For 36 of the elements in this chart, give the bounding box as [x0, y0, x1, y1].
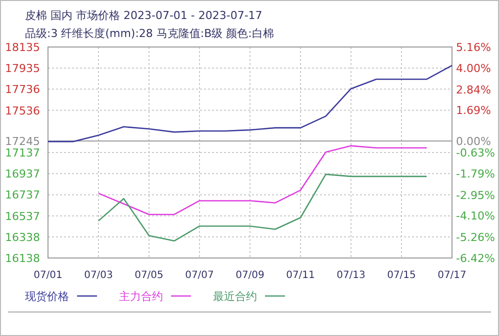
x-tick-label: 07/13 — [336, 270, 366, 281]
x-tick-label: 07/01 — [34, 270, 62, 281]
y2-tick-label: -5.26% — [456, 230, 495, 244]
y-tick-label: 17245 — [5, 135, 40, 148]
y-tick-label: 18135 — [5, 41, 40, 54]
y-tick-label: 16737 — [5, 188, 40, 202]
y2-tick-label: -2.95% — [456, 188, 495, 202]
legend-label: 现货价格 — [25, 290, 69, 303]
y-tick-label: 16338 — [5, 230, 40, 244]
legend-label: 主力合约 — [119, 290, 163, 303]
y2-tick-label: 2.84% — [456, 83, 491, 96]
x-tick-label: 07/11 — [286, 270, 315, 281]
y2-tick-label: 4.00% — [456, 62, 491, 76]
y2-tick-label: -6.42% — [456, 252, 495, 265]
x-tick-label: 07/17 — [438, 270, 466, 281]
y-tick-label: 17137 — [5, 146, 40, 160]
x-tick-label: 07/15 — [387, 270, 416, 281]
y-tick-label: 16138 — [5, 252, 40, 265]
y-tick-label: 16537 — [5, 210, 40, 223]
x-tick-label: 07/05 — [134, 270, 164, 281]
y-tick-label: 16937 — [5, 168, 40, 181]
y2-tick-label: -1.79% — [456, 168, 495, 181]
x-tick-label: 07/09 — [236, 270, 264, 281]
y2-tick-label: 5.16% — [456, 41, 491, 54]
y-tick-label: 17536 — [5, 104, 40, 118]
y2-tick-label: 0.00% — [456, 135, 491, 148]
y2-tick-label: -0.63% — [456, 146, 495, 160]
x-tick-label: 07/03 — [84, 270, 113, 281]
y2-tick-label: 1.69% — [456, 104, 491, 118]
chart-subtitle: 品级:3 纤维长度(mm):28 马克隆值:B级 颜色:白棉 — [25, 27, 274, 40]
y-tick-label: 17935 — [5, 62, 40, 76]
chart-title: 皮棉 国内 市场价格 2023-07-01 - 2023-07-17 — [25, 9, 262, 22]
x-tick-label: 07/07 — [185, 270, 214, 281]
y-tick-label: 17736 — [5, 83, 40, 96]
y2-tick-label: -4.10% — [456, 210, 495, 223]
legend-label: 最近合约 — [213, 290, 257, 303]
